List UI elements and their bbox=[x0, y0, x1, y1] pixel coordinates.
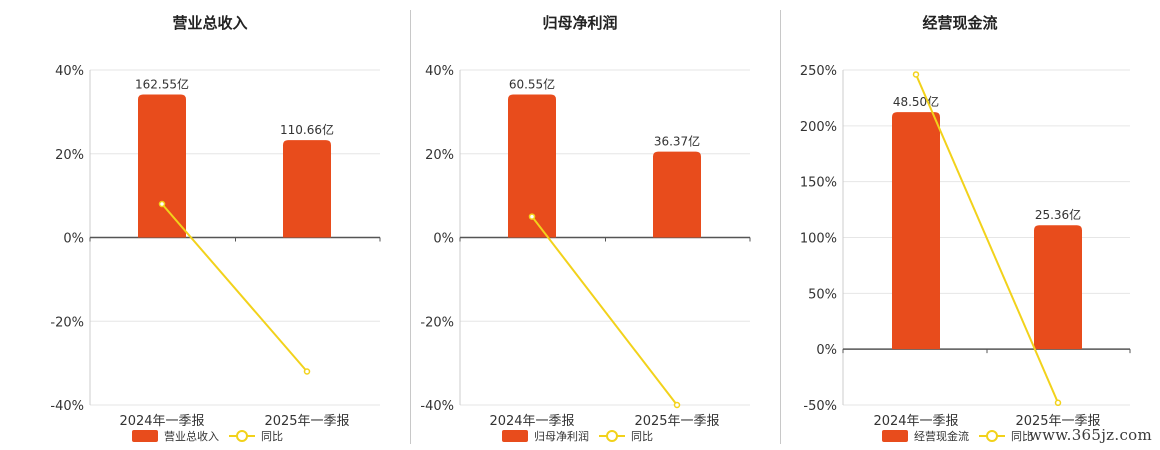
x-category-label: 2025年一季报 bbox=[634, 414, 719, 429]
y-tick-label: 20% bbox=[425, 148, 454, 163]
chart-title: 归母净利润 bbox=[542, 14, 617, 32]
y-tick-label: 50% bbox=[808, 287, 837, 302]
panel-divider bbox=[410, 10, 411, 444]
y-tick-label: 0% bbox=[816, 343, 837, 358]
bar bbox=[508, 94, 556, 238]
y-tick-label: 40% bbox=[425, 64, 454, 79]
legend-bar-swatch bbox=[132, 430, 158, 442]
yoy-point bbox=[912, 71, 920, 78]
x-category-label: 2024年一季报 bbox=[489, 414, 574, 429]
bar bbox=[892, 112, 940, 350]
y-tick-label: 150% bbox=[800, 176, 837, 191]
bar bbox=[653, 151, 701, 238]
y-tick-label: -20% bbox=[50, 315, 84, 330]
y-tick-label: -40% bbox=[50, 399, 84, 414]
yoy-point bbox=[1054, 399, 1062, 407]
legend-line-label: 同比 bbox=[261, 430, 283, 443]
yoy-point bbox=[158, 200, 166, 208]
chart-title: 经营现金流 bbox=[922, 14, 997, 32]
legend-bar-label: 经营现金流 bbox=[914, 429, 969, 443]
bar-data-label: 162.55亿 bbox=[135, 77, 189, 92]
bar-data-label: 25.36亿 bbox=[1035, 207, 1081, 222]
yoy-point bbox=[528, 213, 536, 220]
y-tick-label: 40% bbox=[55, 64, 84, 79]
bar bbox=[1034, 225, 1082, 350]
bar-data-label: 48.50亿 bbox=[893, 94, 939, 109]
legend-bar-label: 营业总收入 bbox=[164, 429, 219, 443]
legend-bar-swatch bbox=[502, 430, 528, 442]
legend-line-marker bbox=[606, 430, 618, 442]
y-tick-label: 200% bbox=[800, 120, 837, 135]
chart-title: 营业总收入 bbox=[172, 14, 247, 32]
x-category-label: 2025年一季报 bbox=[264, 414, 349, 429]
yoy-line bbox=[161, 203, 308, 373]
legend-bar-swatch bbox=[882, 430, 908, 442]
yoy-point bbox=[673, 401, 681, 409]
panel-divider bbox=[780, 10, 781, 444]
legend-bar-label: 归母净利润 bbox=[534, 429, 589, 443]
y-tick-label: 20% bbox=[55, 148, 84, 163]
bar-data-label: 110.66亿 bbox=[280, 122, 334, 137]
bar-data-label: 60.55亿 bbox=[509, 77, 555, 92]
yoy-line bbox=[531, 215, 678, 406]
y-tick-label: 250% bbox=[800, 64, 837, 79]
x-category-label: 2024年一季报 bbox=[873, 414, 958, 429]
y-tick-label: 0% bbox=[433, 232, 454, 247]
y-tick-label: 100% bbox=[800, 232, 837, 247]
watermark: www.365jz.com bbox=[1028, 426, 1152, 444]
legend-line-label: 同比 bbox=[631, 430, 653, 443]
bar bbox=[283, 140, 331, 238]
yoy-line bbox=[915, 74, 1059, 404]
x-category-label: 2024年一季报 bbox=[119, 414, 204, 429]
bar-data-label: 36.37亿 bbox=[654, 134, 700, 149]
y-tick-label: -20% bbox=[420, 315, 454, 330]
yoy-point bbox=[303, 368, 311, 375]
legend-line-marker bbox=[986, 430, 998, 442]
legend-line-label: 同比 bbox=[1011, 430, 1033, 443]
x-category-label: 2025年一季报 bbox=[1015, 414, 1100, 429]
bar bbox=[138, 94, 186, 238]
y-tick-label: 0% bbox=[63, 232, 84, 247]
legend-line-marker bbox=[236, 430, 248, 442]
y-tick-label: -40% bbox=[420, 399, 454, 414]
y-tick-label: -50% bbox=[803, 399, 837, 414]
